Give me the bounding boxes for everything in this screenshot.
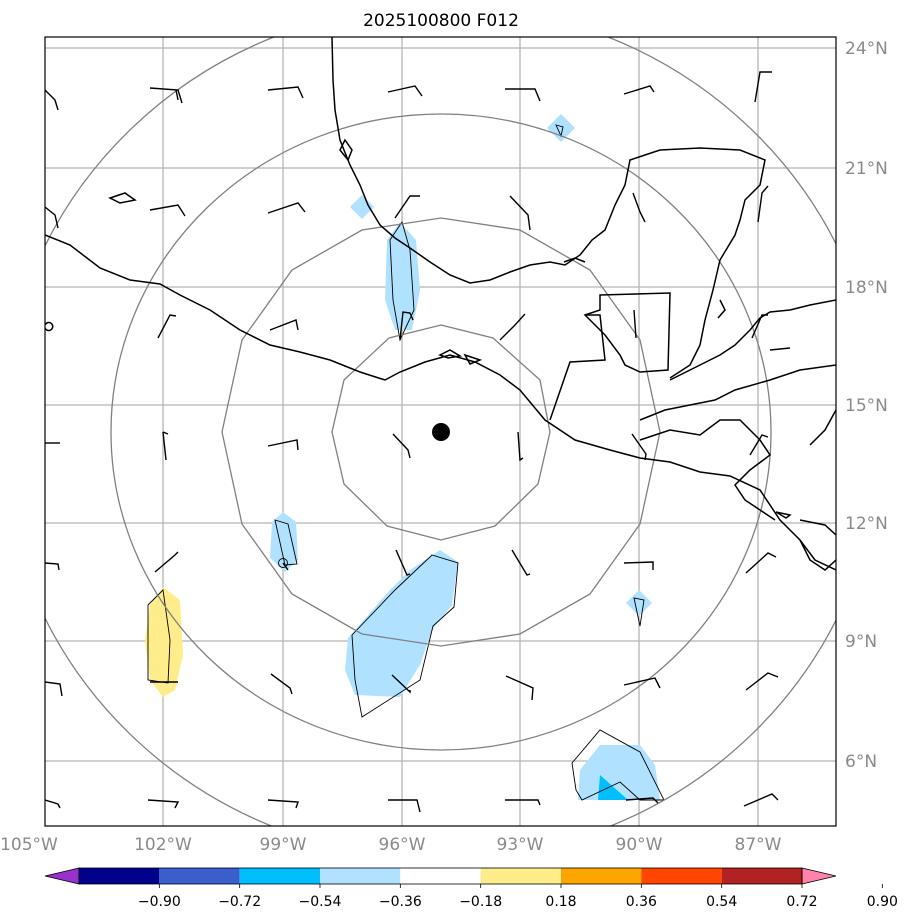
colorbar-tick-label: −0.72 — [218, 894, 261, 910]
longitude-label: 105°W — [0, 835, 58, 855]
colorbar-tick-label: −0.54 — [299, 894, 342, 910]
shaded-region-blue-west — [270, 512, 298, 572]
latitude-label: 12°N — [845, 514, 888, 534]
colorbar-frame — [78, 867, 803, 885]
map-title: 2025100800 F012 — [363, 11, 519, 31]
longitude-label: 87°W — [735, 835, 782, 855]
colorbar-segment — [561, 868, 642, 884]
colorbar-tick-label: 0.54 — [706, 894, 737, 910]
shaded-region-cyan-south — [598, 775, 628, 800]
colorbar-segment — [721, 868, 802, 884]
latitude-label: 9°N — [845, 632, 877, 652]
colorbar-segment — [159, 868, 240, 884]
colorbar-segment — [320, 868, 401, 884]
shaded-region-blue-dot-east — [626, 590, 652, 616]
colorbar: −0.90 −0.72 −0.54 −0.36 −0.18 0.18 0.36 0.54 0.7… — [44, 867, 898, 910]
colorbar-segment — [480, 868, 561, 884]
latitude-label: 24°N — [845, 39, 888, 59]
latitude-labels: 24°N 21°N 18°N 15°N 12°N 9°N 6°N — [845, 39, 888, 772]
colorbar-tick-label: −0.18 — [459, 894, 502, 910]
colorbar-tick-label: −0.36 — [379, 894, 422, 910]
latitude-label: 21°N — [845, 159, 888, 179]
latitude-label: 15°N — [845, 396, 888, 416]
longitude-label: 96°W — [379, 835, 426, 855]
shaded-region-blue-south — [578, 745, 660, 800]
colorbar-segment — [641, 868, 722, 884]
longitude-label: 93°W — [497, 835, 544, 855]
colorbar-segment — [400, 868, 481, 884]
longitude-label: 99°W — [260, 835, 307, 855]
colorbar-tick-label: 0.90 — [867, 894, 898, 910]
colorbar-segment — [79, 868, 160, 884]
colorbar-segment — [239, 868, 320, 884]
longitude-labels: 105°W 102°W 99°W 96°W 93°W 90°W 87°W — [0, 835, 782, 855]
latitude-label: 6°N — [845, 752, 877, 772]
wind-barbs — [45, 71, 779, 813]
shaded-region-blue-dot-mid — [350, 195, 374, 219]
colorbar-extend-low — [44, 867, 80, 885]
colorbar-extend-high — [801, 867, 837, 885]
range-rings — [45, 37, 836, 826]
colorbar-tick-label: 0.18 — [545, 894, 576, 910]
thin-contours — [147, 124, 665, 801]
longitude-label: 90°W — [616, 835, 663, 855]
colorbar-tick-label: 0.36 — [626, 894, 657, 910]
colorbar-tick-label: −0.90 — [138, 894, 181, 910]
shaded-region-blue-dot-north — [547, 114, 575, 142]
shaded-region-yellow-west — [145, 587, 183, 697]
shaded-region-blue-central — [345, 550, 458, 697]
colorbar-tick-label: 0.72 — [786, 894, 817, 910]
map-frame — [44, 36, 837, 827]
coastlines — [45, 37, 836, 571]
shaded-field — [145, 114, 660, 800]
longitude-label: 102°W — [134, 835, 192, 855]
storm-center-marker — [432, 423, 450, 441]
latitude-label: 18°N — [845, 278, 888, 298]
